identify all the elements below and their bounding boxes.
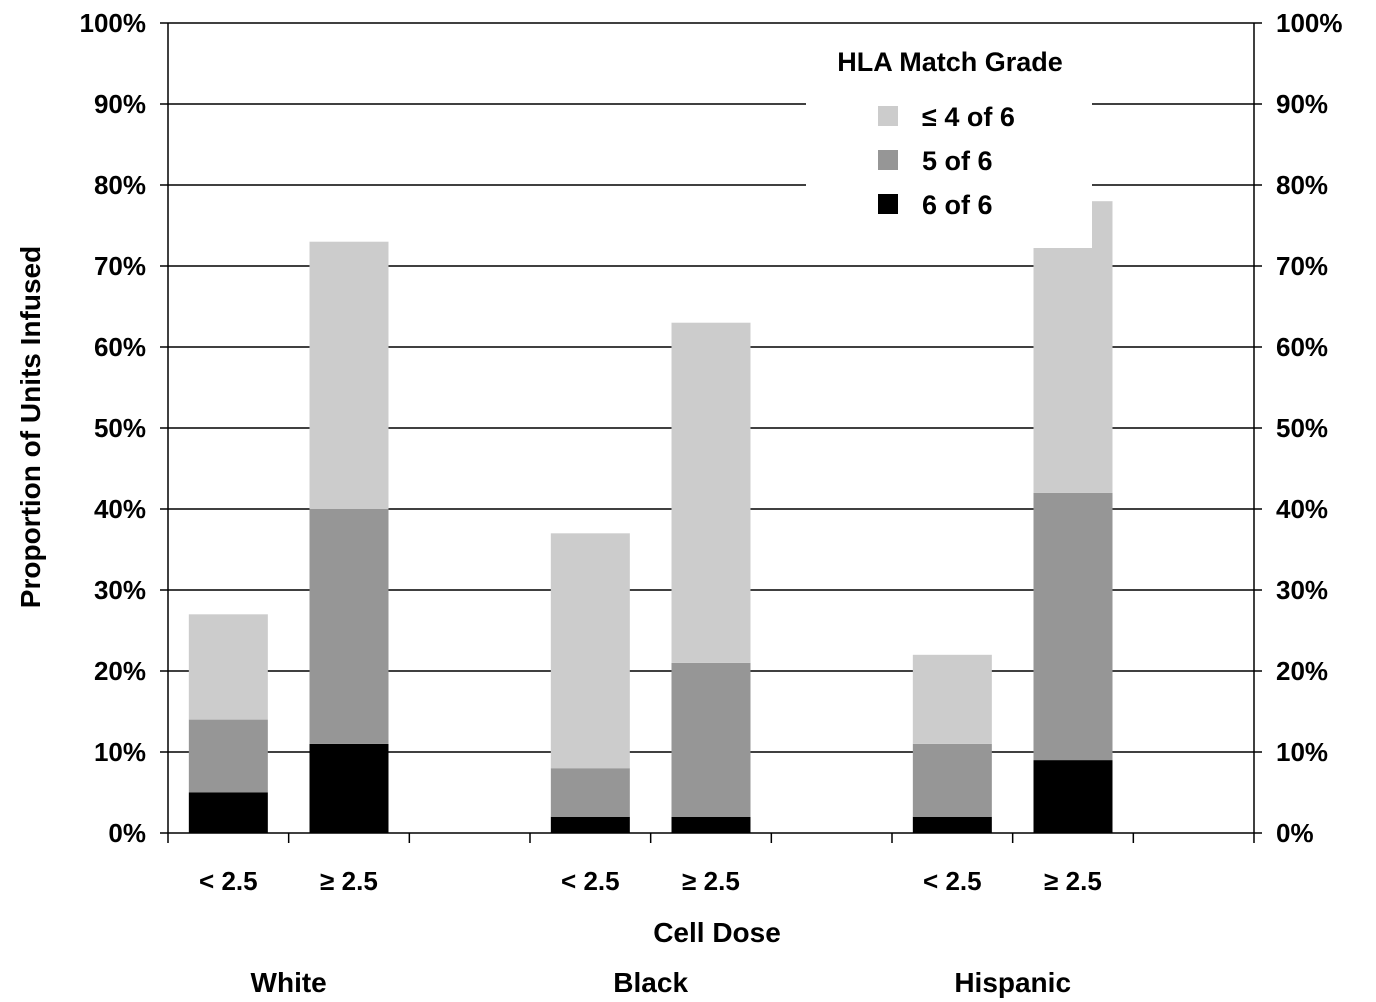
y-tick-label-right: 90% [1276, 89, 1328, 119]
bar-segment [188, 792, 268, 833]
x-tick-label: < 2.5 [923, 866, 982, 896]
legend-label: 5 of 6 [922, 146, 993, 176]
bar-segment [309, 743, 389, 833]
legend-background [806, 36, 1092, 248]
y-tick-label-left: 40% [94, 494, 146, 524]
legend-swatch [878, 150, 898, 170]
bar-segment [1033, 492, 1113, 761]
legend-label: ≤ 4 of 6 [922, 102, 1015, 132]
bars [188, 201, 1113, 833]
group-label: Hispanic [954, 967, 1071, 998]
x-tick-label: < 2.5 [199, 866, 258, 896]
y-tick-label-right: 40% [1276, 494, 1328, 524]
bar-segment [912, 654, 992, 744]
bar-segment [188, 614, 268, 720]
bar-segment [671, 322, 751, 663]
bar-segment [1033, 760, 1113, 833]
bar-segment [188, 719, 268, 793]
x-axis-title: Cell Dose [653, 917, 781, 948]
legend-label: 6 of 6 [922, 190, 993, 220]
y-tick-label-left: 20% [94, 656, 146, 686]
bar-segment [309, 509, 389, 744]
y-tick-label-left: 0% [108, 818, 146, 848]
y-tick-label-right: 20% [1276, 656, 1328, 686]
y-tick-label-right: 70% [1276, 251, 1328, 281]
y-tick-label-left: 70% [94, 251, 146, 281]
y-tick-label-right: 100% [1276, 8, 1343, 38]
bar-segment [550, 533, 630, 769]
legend-swatch [878, 194, 898, 214]
legend-title: HLA Match Grade [837, 47, 1063, 77]
y-tick-label-left: 60% [94, 332, 146, 362]
y-tick-label-left: 80% [94, 170, 146, 200]
group-label: White [251, 967, 327, 998]
bar-segment [671, 816, 751, 833]
y-tick-label-left: 100% [80, 8, 147, 38]
bar-segment [550, 816, 630, 833]
group-labels: White Black Hispanic [251, 967, 1071, 998]
y-axis-title: Proportion of Units Infused [15, 246, 46, 608]
y-tick-label-right: 10% [1276, 737, 1328, 767]
y-tick-label-right: 0% [1276, 818, 1314, 848]
x-tick-label: ≥ 2.5 [682, 866, 740, 896]
legend: HLA Match Grade ≤ 4 of 6 5 of 6 6 of 6 [837, 47, 1063, 220]
y-tick-label-left: 90% [94, 89, 146, 119]
y-tick-label-right: 60% [1276, 332, 1328, 362]
x-tick-label: ≥ 2.5 [1044, 866, 1102, 896]
x-tick-label: < 2.5 [561, 866, 620, 896]
x-axis-ticks: < 2.5 ≥ 2.5 < 2.5 ≥ 2.5 < 2.5 ≥ 2.5 [199, 866, 1102, 896]
y-tick-label-left: 30% [94, 575, 146, 605]
y-tick-label-left: 50% [94, 413, 146, 443]
bar-segment [550, 768, 630, 817]
bar-segment [309, 241, 389, 509]
y-tick-label-right: 30% [1276, 575, 1328, 605]
x-tick-label: ≥ 2.5 [320, 866, 378, 896]
y-tick-label-left: 10% [94, 737, 146, 767]
legend-swatch [878, 106, 898, 126]
y-axis-left-ticks: 0% 10% 20% 30% 40% 50% 60% 70% 80% 90% 100% [80, 8, 168, 848]
bar-segment [671, 662, 751, 817]
bar-segment [912, 816, 992, 833]
group-label: Black [613, 967, 688, 998]
bar-segment [1033, 201, 1113, 493]
y-tick-label-right: 50% [1276, 413, 1328, 443]
y-axis-right-ticks: 0% 10% 20% 30% 40% 50% 60% 70% 80% 90% 100% [1254, 8, 1343, 848]
y-tick-label-right: 80% [1276, 170, 1328, 200]
bar-segment [912, 743, 992, 817]
